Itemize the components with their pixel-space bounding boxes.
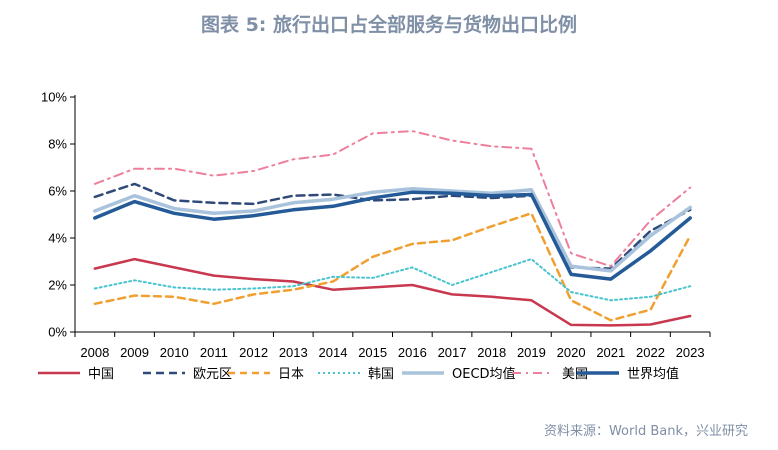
x-tick-label: 2017: [438, 345, 467, 360]
y-tick-label: 4%: [48, 231, 67, 246]
source-note: 资料来源：World Bank，兴业研究: [543, 424, 748, 439]
x-tick-label: 2009: [120, 345, 149, 360]
x-tick-label: 2019: [517, 345, 546, 360]
chart-title: 图表 5: 旅行出口占全部服务与货物出口比例: [200, 14, 578, 36]
x-tick-label: 2013: [279, 345, 308, 360]
x-tick-label: 2014: [319, 345, 348, 360]
x-tick-label: 2018: [477, 345, 506, 360]
x-tick-label: 2012: [239, 345, 268, 360]
series-line-韩国: [93, 258, 692, 302]
legend-label: OECD均值: [452, 366, 516, 382]
legend-label: 欧元区: [193, 367, 232, 382]
x-tick-label: 2011: [200, 345, 228, 360]
y-tick-label: 8%: [48, 137, 67, 152]
x-tick-label: 2015: [358, 345, 387, 360]
series-line-日本: [93, 212, 692, 322]
chart-axes: 0% 2% 4% 6% 8% 10% 2008 2009 2010 2011 2012 2013 201…: [41, 90, 711, 360]
x-tick-label: 2010: [160, 345, 189, 360]
x-tick-label: 2020: [557, 345, 586, 360]
series-line-美国: [93, 130, 692, 268]
chart-legend: 中国 欧元区 日本 韩国 OECD均值 美国 世界均值: [38, 366, 679, 382]
legend-label: 日本: [278, 367, 304, 382]
chart-series-lines: [93, 130, 692, 327]
y-tick-label: 6%: [48, 184, 67, 199]
series-line-OECD均值: [93, 186, 692, 273]
y-tick-label: 10%: [41, 90, 67, 105]
legend-label: 世界均值: [627, 366, 679, 382]
series-line-中国: [93, 257, 692, 327]
legend-label: 美国: [562, 367, 588, 382]
legend-label: 韩国: [368, 367, 394, 382]
series-line-世界均值: [93, 190, 692, 281]
x-tick-label: 2023: [676, 345, 705, 360]
y-tick-label: 2%: [48, 278, 67, 293]
legend-label: 中国: [88, 367, 114, 382]
x-tick-label: 2008: [80, 345, 109, 360]
x-tick-label: 2016: [398, 345, 427, 360]
x-tick-label: 2021: [596, 345, 625, 360]
x-tick-label: 2022: [636, 345, 665, 360]
y-tick-label: 0%: [48, 325, 67, 340]
